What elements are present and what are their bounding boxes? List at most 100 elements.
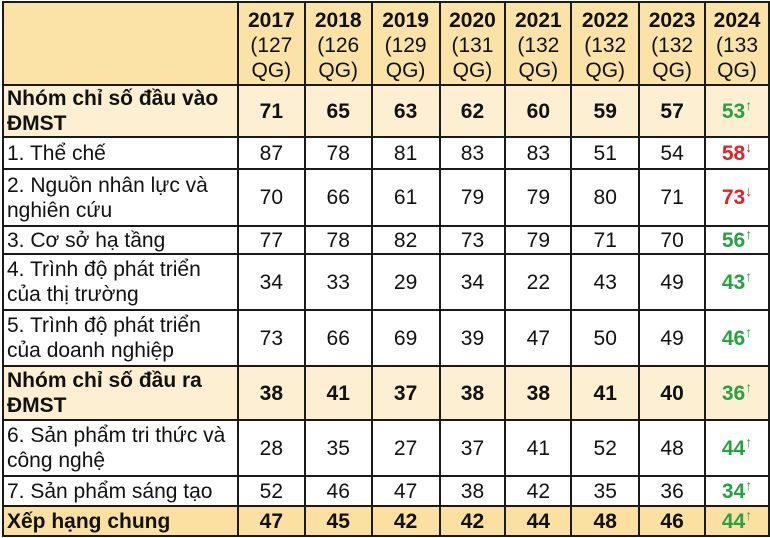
rank-2024-cell: 73↓ [704, 168, 770, 227]
rank-cell: 70 [638, 225, 707, 255]
year-label: 2020 [449, 9, 496, 32]
rank-cell: 44 [504, 505, 573, 537]
rank-cell: 69 [370, 309, 441, 367]
country-unit: QG) [452, 59, 493, 82]
row-label: Nhóm chỉ số đầu ra ĐMST [2, 365, 239, 421]
year-label: 2023 [648, 9, 696, 32]
rank-cell: 49 [638, 253, 707, 311]
country-count: (132 [517, 34, 560, 57]
country-unit: QG) [585, 59, 626, 82]
rank-2024-cell: 34↑ [704, 475, 770, 507]
rank-cell: 47 [504, 309, 573, 367]
table-row: 7. Sản phẩm sáng tạo 52 46 47 38 42 35 36 34↑ [2, 475, 770, 507]
table-row: 4. Trình độ phát triển của thị trường 34 3… [2, 253, 770, 311]
rank-cell: 33 [303, 253, 373, 311]
rank-cell: 66 [303, 309, 373, 367]
rank-value: 53 [721, 99, 746, 123]
rank-cell: 65 [303, 84, 373, 138]
rank-cell: 54 [638, 136, 707, 170]
rank-cell: 34 [236, 253, 306, 311]
country-count: (132 [651, 34, 694, 57]
rank-cell: 59 [570, 84, 641, 138]
rank-cell: 40 [638, 365, 707, 421]
rank-cell: 27 [370, 419, 441, 477]
rank-value: 34 [721, 479, 746, 503]
rank-cell: 77 [236, 225, 306, 255]
rank-cell: 37 [370, 365, 441, 421]
rank-cell: 78 [303, 225, 373, 255]
rank-cell: 38 [438, 475, 507, 507]
country-unit: QG) [385, 59, 426, 82]
year-label: 2018 [314, 9, 362, 32]
rank-cell: 83 [504, 136, 573, 170]
rank-cell: 36 [638, 475, 707, 507]
table-row: 1. Thể chế 87 78 81 83 83 51 54 58↓ [2, 136, 770, 170]
year-header: 2024 (133 QG) [704, 1, 770, 86]
row-label: 7. Sản phẩm sáng tạo [2, 475, 239, 507]
country-unit: QG) [318, 59, 359, 82]
rank-cell: 52 [236, 475, 306, 507]
rank-cell: 39 [438, 309, 507, 367]
arrow-up-icon: ↑ [745, 96, 753, 113]
rank-value: 46 [721, 326, 746, 350]
row-label: 4. Trình độ phát triển của thị trường [2, 253, 239, 311]
header-row: 2017 (127 QG) 2018 (126 QG) 2019 (129 QG) 2020 (13… [2, 1, 770, 86]
country-unit: QG) [717, 59, 757, 82]
rank-cell: 70 [236, 168, 306, 227]
rank-cell: 37 [438, 419, 507, 477]
table-row: 5. Trình độ phát triển của doanh nghiệp 7… [2, 309, 770, 367]
row-label: 5. Trình độ phát triển của doanh nghiệp [2, 309, 239, 367]
rank-value: 73 [721, 186, 746, 209]
year-label: 2017 [247, 9, 295, 32]
rank-cell: 52 [570, 419, 641, 477]
group-row: Nhóm chỉ số đầu vào ĐMST 71 65 63 62 60 59 57 53… [2, 84, 770, 138]
rank-value: 43 [721, 270, 746, 294]
year-label: 2022 [581, 9, 629, 32]
rank-2024-cell: 58↓ [704, 136, 770, 170]
rank-cell: 73 [236, 309, 306, 367]
rank-cell: 41 [570, 365, 641, 421]
rank-cell: 28 [236, 419, 306, 477]
arrow-up-icon: ↑ [745, 433, 753, 450]
rank-cell: 22 [504, 253, 573, 311]
row-label: 2. Nguồn nhân lực và nghiên cứu [2, 168, 239, 227]
rank-cell: 60 [504, 84, 573, 138]
rank-cell: 42 [504, 475, 573, 507]
year-label: 2021 [514, 9, 562, 32]
rank-cell: 71 [570, 225, 641, 255]
country-count: (131 [451, 34, 494, 57]
rank-cell: 62 [438, 84, 507, 138]
arrow-down-icon: ↓ [745, 183, 753, 199]
row-label: Xếp hạng chung [2, 505, 239, 537]
rank-value: 44 [721, 436, 746, 460]
rank-2024-cell: 44↑ [704, 505, 770, 537]
year-header: 2017 (127 QG) [236, 1, 306, 86]
arrow-down-icon: ↓ [745, 138, 753, 155]
rank-cell: 38 [438, 365, 507, 421]
row-label: 1. Thể chế [2, 136, 239, 170]
rank-cell: 45 [303, 505, 373, 537]
rank-cell: 50 [570, 309, 641, 367]
rank-cell: 61 [370, 168, 441, 227]
year-header: 2020 (131 QG) [438, 1, 507, 86]
rank-cell: 79 [504, 168, 573, 227]
rank-cell: 42 [438, 505, 507, 537]
rank-2024-cell: 44↑ [704, 419, 770, 477]
rank-cell: 80 [570, 168, 641, 227]
arrow-up-icon: ↑ [745, 267, 753, 284]
year-header: 2021 (132 QG) [504, 1, 573, 86]
rank-value: 36 [721, 381, 746, 405]
rank-2024-cell: 46↑ [704, 309, 770, 367]
rank-cell: 48 [638, 419, 707, 477]
country-count: (127 [250, 34, 293, 57]
rank-cell: 34 [438, 253, 507, 311]
country-count: (129 [384, 34, 427, 57]
rank-cell: 81 [370, 136, 441, 170]
table-row: 2. Nguồn nhân lực và nghiên cứu 70 66 61 79 7… [2, 168, 770, 227]
year-label: 2024 [713, 9, 761, 32]
rank-cell: 41 [303, 365, 373, 421]
rank-cell: 35 [570, 475, 641, 507]
row-label: 3. Cơ sở hạ tầng [2, 225, 239, 255]
year-header: 2022 (132 QG) [570, 1, 641, 86]
